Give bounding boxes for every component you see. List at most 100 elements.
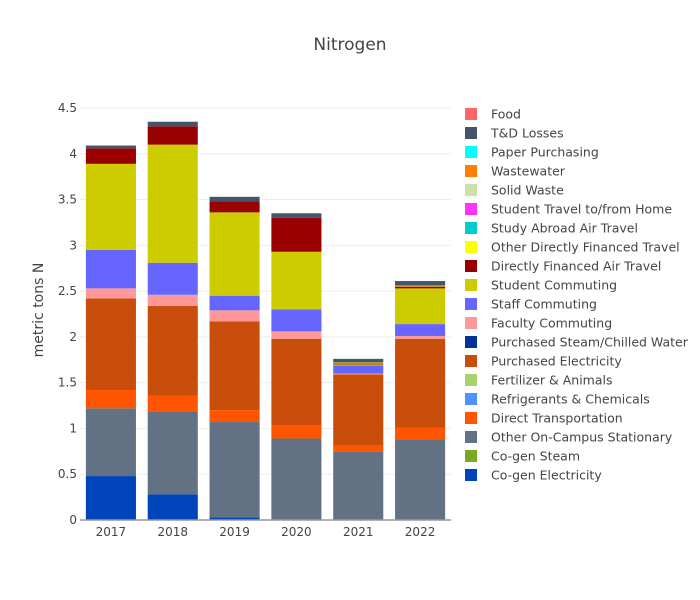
legend-label: Refrigerants & Chemicals <box>491 392 650 407</box>
bar-segment-t-d-losses-2020[interactable] <box>271 213 322 218</box>
legend-item-direct-transportation[interactable]: Direct Transportation <box>465 411 623 426</box>
bar-segment-student-commuting-2021[interactable] <box>333 364 384 366</box>
bar-segment-other-on-campus-stationary-2019[interactable] <box>209 422 260 518</box>
bar-segment-other-directly-financed-travel-2022[interactable] <box>395 285 446 287</box>
legend-label: Direct Transportation <box>491 411 623 426</box>
bar-segment-other-directly-financed-travel-2021[interactable] <box>333 362 384 364</box>
legend-item-purchased-steam-chilled-water[interactable]: Purchased Steam/Chilled Water <box>465 335 689 350</box>
bar-segment-faculty-commuting-2017[interactable] <box>85 288 136 299</box>
bar-segment-purchased-electricity-2018[interactable] <box>147 305 198 396</box>
bar-segment-directly-financed-air-travel-2022[interactable] <box>395 286 446 289</box>
bar-segment-staff-commuting-2019[interactable] <box>209 295 260 311</box>
bar-segment-co-gen-electricity-2018[interactable] <box>147 494 198 520</box>
y-tick-label: 2.5 <box>58 284 77 298</box>
y-tick-label: 1.5 <box>58 376 77 390</box>
legend-item-student-travel-to-from-home[interactable]: Student Travel to/from Home <box>465 202 672 217</box>
y-axis-label: metric tons N <box>31 263 47 358</box>
legend-swatch <box>465 127 477 139</box>
bar-segment-purchased-electricity-2022[interactable] <box>395 338 446 428</box>
legend-item-purchased-electricity[interactable]: Purchased Electricity <box>465 354 622 369</box>
legend-swatch <box>465 412 477 424</box>
bar-segment-other-on-campus-stationary-2022[interactable] <box>395 439 446 520</box>
bar-segment-purchased-electricity-2021[interactable] <box>333 374 384 446</box>
bar-segment-student-commuting-2017[interactable] <box>85 163 136 250</box>
bar-segment-staff-commuting-2018[interactable] <box>147 262 198 295</box>
legend-item-solid-waste[interactable]: Solid Waste <box>465 183 564 198</box>
bars <box>85 121 446 520</box>
bar-segment-co-gen-electricity-2017[interactable] <box>85 476 136 520</box>
x-tick-label: 2020 <box>281 525 312 539</box>
bar-segment-other-on-campus-stationary-2020[interactable] <box>271 438 322 520</box>
bar-segment-other-on-campus-stationary-2021[interactable] <box>333 451 384 520</box>
legend-item-staff-commuting[interactable]: Staff Commuting <box>465 297 597 312</box>
y-tick-label: 1 <box>69 421 77 435</box>
legend-item-wastewater[interactable]: Wastewater <box>465 164 566 179</box>
legend-item-study-abroad-air-travel[interactable]: Study Abroad Air Travel <box>465 221 638 236</box>
bar-segment-direct-transportation-2021[interactable] <box>333 445 384 452</box>
legend-item-co-gen-electricity[interactable]: Co-gen Electricity <box>465 468 602 483</box>
bar-segment-direct-transportation-2022[interactable] <box>395 427 446 440</box>
legend-swatch <box>465 241 477 253</box>
bar-segment-purchased-electricity-2017[interactable] <box>85 298 136 390</box>
bar-segment-other-on-campus-stationary-2018[interactable] <box>147 411 198 495</box>
legend-label: Wastewater <box>491 164 566 179</box>
bar-segment-faculty-commuting-2019[interactable] <box>209 310 260 322</box>
bar-segment-directly-financed-air-travel-2020[interactable] <box>271 217 322 252</box>
bar-segment-direct-transportation-2019[interactable] <box>209 410 260 423</box>
legend-item-other-directly-financed-travel[interactable]: Other Directly Financed Travel <box>465 240 680 255</box>
legend-item-directly-financed-air-travel[interactable]: Directly Financed Air Travel <box>465 259 661 274</box>
bar-segment-direct-transportation-2018[interactable] <box>147 395 198 412</box>
legend-swatch <box>465 260 477 272</box>
bar-segment-direct-transportation-2017[interactable] <box>85 389 136 409</box>
bar-segment-student-commuting-2022[interactable] <box>395 288 446 325</box>
x-tick-label: 2022 <box>405 525 436 539</box>
bar-segment-directly-financed-air-travel-2017[interactable] <box>85 148 136 164</box>
bar-segment-student-commuting-2018[interactable] <box>147 144 198 263</box>
bar-segment-other-on-campus-stationary-2017[interactable] <box>85 408 136 477</box>
legend-item-refrigerants-chemicals[interactable]: Refrigerants & Chemicals <box>465 392 650 407</box>
legend-item-fertilizer-animals[interactable]: Fertilizer & Animals <box>465 373 613 388</box>
x-tick-label: 2021 <box>343 525 374 539</box>
bar-segment-staff-commuting-2020[interactable] <box>271 309 322 332</box>
bar-segment-direct-transportation-2020[interactable] <box>271 425 322 439</box>
bar-segment-faculty-commuting-2018[interactable] <box>147 294 198 306</box>
chart-title: Nitrogen <box>313 35 386 55</box>
bar-segment-student-commuting-2020[interactable] <box>271 251 322 310</box>
legend-item-paper-purchasing[interactable]: Paper Purchasing <box>465 145 599 160</box>
bar-segment-t-d-losses-2017[interactable] <box>85 145 136 149</box>
bar-segment-faculty-commuting-2021[interactable] <box>333 373 384 375</box>
bar-segment-co-gen-electricity-2019[interactable] <box>209 517 260 520</box>
legend-item-other-on-campus-stationary[interactable]: Other On-Campus Stationary <box>465 430 673 445</box>
legend-swatch <box>465 184 477 196</box>
y-tick-label: 0.5 <box>58 467 77 481</box>
legend-swatch <box>465 469 477 481</box>
bar-segment-staff-commuting-2021[interactable] <box>333 365 384 374</box>
legend-item-co-gen-steam[interactable]: Co-gen Steam <box>465 449 580 464</box>
bar-segment-faculty-commuting-2022[interactable] <box>395 335 446 339</box>
bar-segment-staff-commuting-2017[interactable] <box>85 249 136 289</box>
y-tick-labels: 0 0.5 1 1.5 2 2.5 3 3.5 4 4.5 <box>58 101 77 527</box>
bar-segment-student-commuting-2019[interactable] <box>209 212 260 296</box>
legend-item-student-commuting[interactable]: Student Commuting <box>465 278 617 293</box>
legend-swatch <box>465 165 477 177</box>
legend-label: Purchased Steam/Chilled Water <box>491 335 689 350</box>
bar-segment-faculty-commuting-2020[interactable] <box>271 331 322 339</box>
bar-segment-t-d-losses-2019[interactable] <box>209 196 260 202</box>
y-tick-label: 2 <box>69 330 77 344</box>
bar-segment-directly-financed-air-travel-2018[interactable] <box>147 126 198 145</box>
bar-segment-t-d-losses-2022[interactable] <box>395 281 446 286</box>
y-tick-label: 4.5 <box>58 101 77 115</box>
legend-swatch <box>465 108 477 120</box>
bar-segment-staff-commuting-2022[interactable] <box>395 324 446 336</box>
bar-segment-purchased-electricity-2020[interactable] <box>271 338 322 426</box>
legend-item-t-d-losses[interactable]: T&D Losses <box>465 126 564 141</box>
legend-label: Study Abroad Air Travel <box>491 221 638 236</box>
bar-segment-directly-financed-air-travel-2019[interactable] <box>209 201 260 213</box>
bar-segment-purchased-electricity-2019[interactable] <box>209 321 260 411</box>
bar-segment-t-d-losses-2018[interactable] <box>147 121 198 127</box>
legend-item-food[interactable]: Food <box>465 107 521 122</box>
bar-segment-t-d-losses-2021[interactable] <box>333 358 384 363</box>
legend-item-faculty-commuting[interactable]: Faculty Commuting <box>465 316 612 331</box>
bar-segment-directly-financed-air-travel-2021[interactable] <box>333 363 384 365</box>
